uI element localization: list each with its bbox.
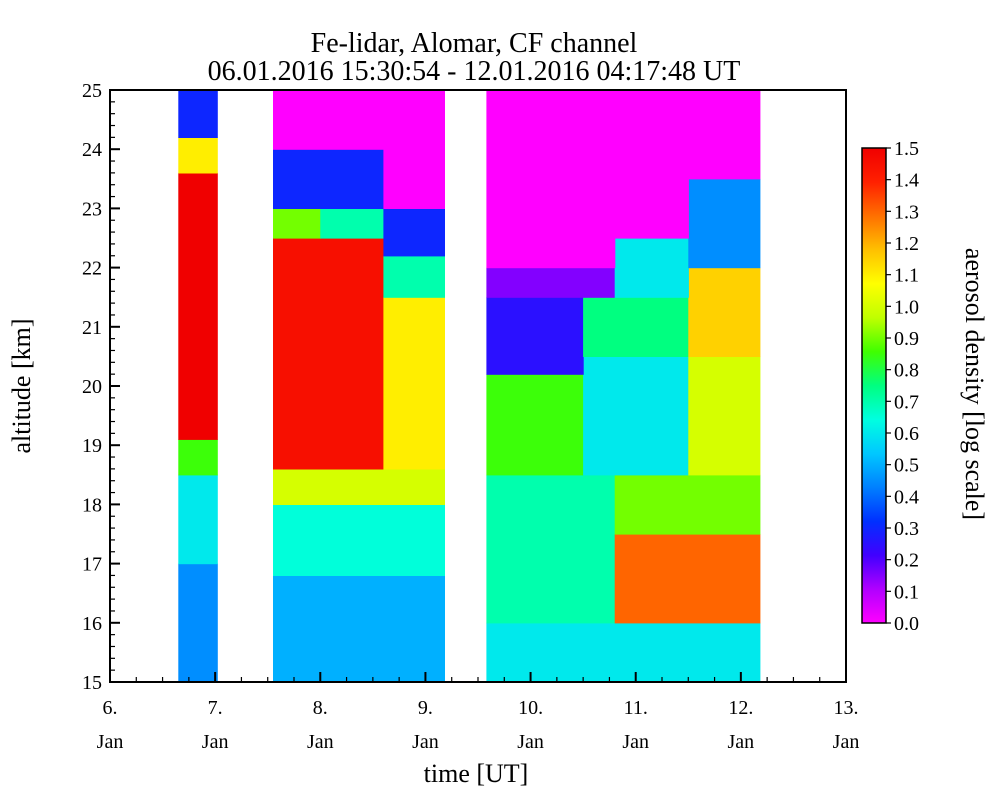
x-tick-label: 7.: [208, 697, 223, 719]
heatmap-cell: [486, 622, 761, 683]
heatmap-cell: [178, 172, 218, 440]
heatmap-cell: [614, 238, 689, 298]
x-tick-sublabel: Jan: [97, 731, 124, 753]
heatmap-cell: [688, 90, 761, 180]
colorbar-ticks: 0.0 0.1 0.2 0.3 0.4 0.5 0.6 0.7 0.8 0.9 1.0 1.1 1.2 1…: [886, 138, 919, 635]
x-tick-label: 11.: [624, 697, 648, 719]
heatmap-cell: [486, 90, 616, 269]
heatmap-cell: [273, 575, 445, 683]
heatmap-cell: [273, 238, 384, 470]
colorbar-gradient: [861, 147, 887, 624]
y-tick-label: 22: [82, 258, 102, 280]
colorbar-label: aerosol density [log scale]: [960, 248, 989, 520]
y-tick-label: 19: [82, 435, 102, 457]
heatmap-cell: [273, 468, 445, 505]
x-tick-label: 13.: [834, 697, 859, 719]
colorbar-tick-label: 0.7: [894, 391, 919, 413]
heatmap-cell: [383, 149, 445, 209]
chart-title: Fe-lidar, Alomar, CF channel: [311, 28, 638, 59]
heatmap-cell: [486, 297, 584, 375]
x-tick-sublabel: Jan: [728, 731, 755, 753]
colorbar-tick-label: 1.5: [894, 138, 919, 160]
colorbar-tick-label: 0.6: [894, 423, 919, 445]
heatmap-cell: [486, 474, 616, 624]
y-tick-label: 23: [82, 198, 102, 220]
y-tick-label: 25: [82, 80, 102, 102]
colorbar-tick-label: 1.3: [894, 201, 919, 223]
x-tick-label: 8.: [313, 697, 328, 719]
x-tick-sublabel: Jan: [412, 731, 439, 753]
colorbar-tick-label: 0.4: [894, 486, 919, 508]
heatmap-cell: [688, 356, 761, 476]
x-tick-label: 6.: [103, 697, 118, 719]
heatmap-cell: [273, 504, 445, 576]
x-tick-label: 12.: [728, 697, 753, 719]
colorbar-tick-label: 1.1: [894, 265, 919, 287]
heatmap-cell: [178, 474, 218, 565]
heatmap-cell: [614, 534, 761, 624]
heatmap-cell: [614, 90, 689, 239]
heatmap-cell: [273, 90, 445, 150]
heatmap-cell: [486, 374, 584, 476]
colorbar-tick-label: 0.1: [894, 581, 919, 603]
x-axis-label: time [UT]: [424, 759, 529, 788]
heatmap-cell: [614, 474, 761, 535]
x-tick-label: 9.: [418, 697, 433, 719]
colorbar-tick-label: 0.3: [894, 518, 919, 540]
heatmap-cell: [273, 149, 384, 209]
heatmap-cell: [688, 178, 761, 269]
heatmap-cell: [383, 255, 445, 298]
y-tick-label: 18: [82, 494, 102, 516]
y-tick-label: 20: [82, 376, 102, 398]
colorbar-tick-label: 1.0: [894, 296, 919, 318]
colorbar-tick-label: 0.9: [894, 328, 919, 350]
heatmap-cell: [583, 297, 689, 357]
heatmap-cell: [383, 208, 445, 257]
colorbar-tick-label: 1.2: [894, 233, 919, 255]
colorbar-tick-label: 0.5: [894, 455, 919, 477]
heatmap-cell: [583, 356, 689, 476]
heatmap-cell: [486, 267, 616, 298]
y-axis-ticks: 15 16 17 18 19 20 21 22 23 24 25: [82, 80, 120, 694]
colorbar-tick-label: 1.4: [894, 170, 919, 192]
x-axis-ticks: 6. Jan 7. Jan 8. Jan 9. Jan 10. Jan 11. Jan 12. Jan 13…: [97, 672, 860, 753]
x-tick-sublabel: Jan: [833, 731, 860, 753]
heatmap-cell: [178, 563, 218, 683]
chart-subtitle: 06.01.2016 15:30:54 - 12.01.2016 04:17:4…: [208, 56, 741, 87]
x-tick-sublabel: Jan: [517, 731, 544, 753]
heatmap-cells: [178, 90, 761, 683]
y-tick-label: 15: [82, 672, 102, 694]
heatmap-cell: [320, 208, 384, 239]
x-tick-label: 10.: [518, 697, 543, 719]
y-tick-label: 24: [82, 139, 102, 161]
colorbar: 0.0 0.1 0.2 0.3 0.4 0.5 0.6 0.7 0.8 0.9 1.0 1.1 1.2 1…: [861, 138, 919, 635]
heatmap-cell: [178, 90, 218, 138]
heatmap-cell: [383, 297, 445, 470]
x-tick-sublabel: Jan: [307, 731, 334, 753]
x-tick-sublabel: Jan: [202, 731, 229, 753]
heatmap-cell: [178, 137, 218, 174]
heatmap-cell: [688, 267, 761, 357]
colorbar-tick-label: 0.0: [894, 613, 919, 635]
y-tick-label: 16: [82, 613, 102, 635]
colorbar-tick-label: 0.2: [894, 550, 919, 572]
y-tick-label: 21: [82, 317, 102, 339]
x-tick-sublabel: Jan: [622, 731, 649, 753]
heatmap-cell: [178, 439, 218, 476]
y-axis-label: altitude [km]: [7, 318, 36, 453]
y-tick-label: 17: [82, 554, 102, 576]
colorbar-tick-label: 0.8: [894, 360, 919, 382]
